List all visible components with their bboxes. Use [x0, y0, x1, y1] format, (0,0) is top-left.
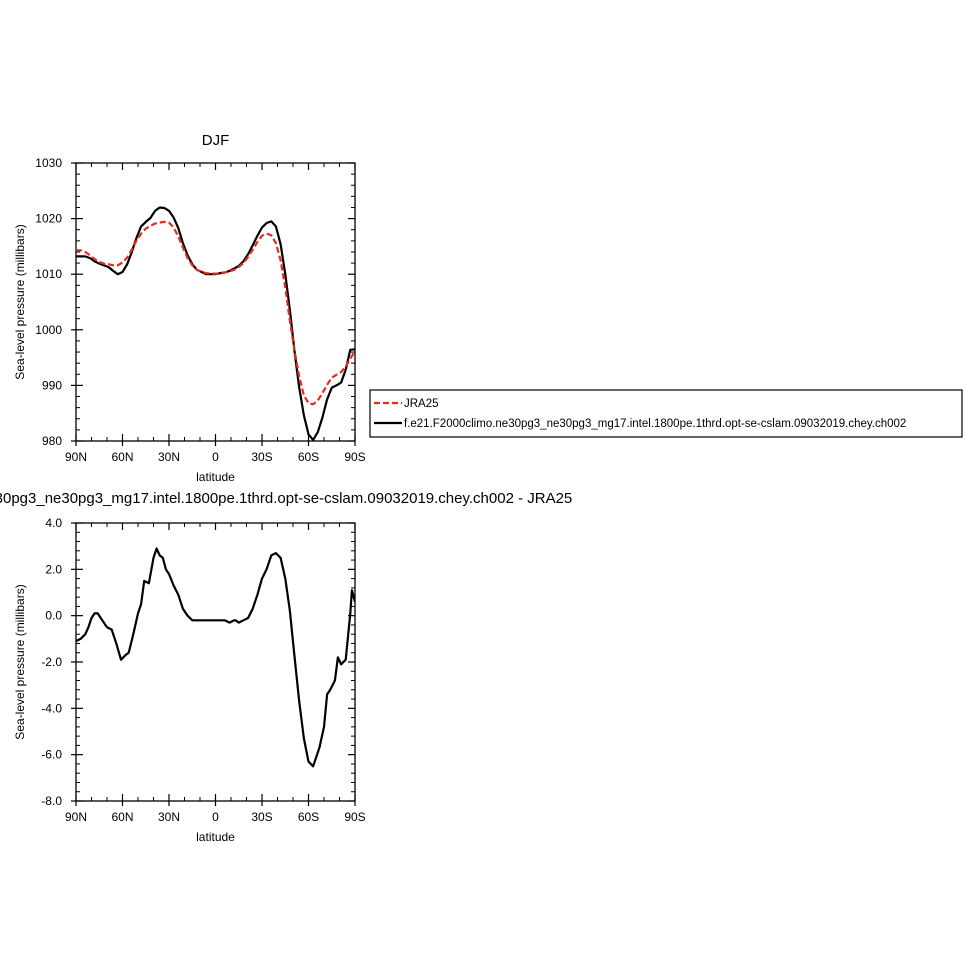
- series-line-jra25: [76, 220, 355, 406]
- x-tick-label: 90S: [344, 450, 365, 464]
- y-tick-label: 1030: [35, 156, 62, 170]
- y-tick-label: 1010: [35, 267, 62, 281]
- chart-title: DJF: [202, 132, 230, 149]
- x-tick-label: 0: [212, 450, 219, 464]
- x-tick-label: 30N: [158, 810, 180, 824]
- x-tick-label: 30S: [251, 450, 272, 464]
- x-tick-label: 60N: [111, 810, 133, 824]
- legend: JRA25 f.e21.F2000climo.ne30pg3_ne30pg3_mg…: [369, 389, 963, 438]
- series-line-difference: [76, 547, 355, 768]
- y-tick-label: -8.0: [41, 794, 62, 808]
- x-tick-label: 90N: [65, 810, 87, 824]
- y-tick-label: 1020: [35, 212, 62, 226]
- plot-frame: [75, 522, 356, 802]
- chart-title: f.e21.F2000climo.ne30pg3_ne30pg3_mg17.in…: [0, 490, 572, 507]
- y-tick-label: -2.0: [41, 655, 62, 669]
- x-axis-label: latitude: [196, 830, 235, 844]
- y-axis-label: Sea-level pressure (millibars): [13, 224, 27, 379]
- bottom-panel-difference: f.e21.F2000climo.ne30pg3_ne30pg3_mg17.in…: [0, 490, 572, 844]
- x-tick-label: 30S: [251, 810, 272, 824]
- legend-entry-label: f.e21.F2000climo.ne30pg3_ne30pg3_mg17.in…: [404, 418, 906, 430]
- legend-box: [369, 389, 963, 438]
- y-tick-label: 980: [42, 434, 62, 448]
- y-tick-label: 1000: [35, 323, 62, 337]
- y-tick-label: -6.0: [41, 748, 62, 762]
- x-tick-label: 90N: [65, 450, 87, 464]
- y-tick-label: -4.0: [41, 701, 62, 715]
- top-panel-djf-slp: DJF 90N 60N 30N 0 30S 60S 90S 980 990 1000 1010 1020…: [13, 132, 366, 484]
- y-tick-label: 2.0: [45, 562, 62, 576]
- y-tick-label: 990: [42, 378, 62, 392]
- x-tick-label: 0: [212, 810, 219, 824]
- x-tick-label: 90S: [344, 810, 365, 824]
- x-tick-label: 60S: [298, 450, 319, 464]
- x-tick-label: 60N: [111, 450, 133, 464]
- x-tick-label: 60S: [298, 810, 319, 824]
- y-axis-label: Sea-level pressure (millibars): [13, 584, 27, 739]
- x-axis-label: latitude: [196, 470, 235, 484]
- legend-entry-label: JRA25: [404, 398, 439, 410]
- y-tick-label: 4.0: [45, 516, 62, 530]
- y-tick-label: 0.0: [45, 609, 62, 623]
- x-tick-label: 30N: [158, 450, 180, 464]
- plot-frame: [75, 162, 356, 442]
